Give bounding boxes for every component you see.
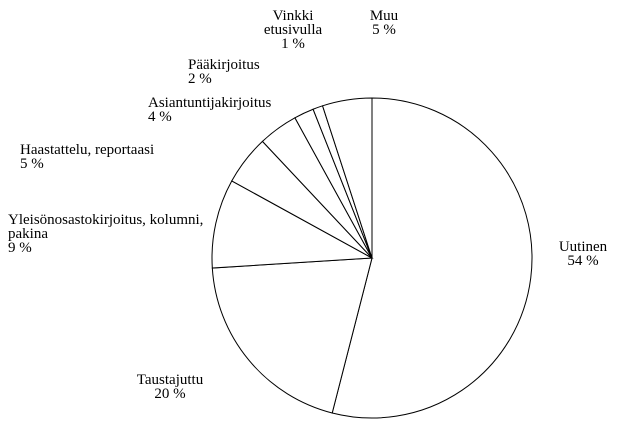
category-name: Asiantuntijakirjoitus	[148, 95, 272, 111]
slice-label: Vinkki etusivulla 1 %	[257, 8, 329, 52]
value-label: 54 %	[567, 253, 599, 269]
value-label: 5 %	[372, 22, 396, 38]
pie-slice	[211, 257, 373, 414]
slice-label: Haastattelu, reportaasi 5 %	[20, 142, 155, 172]
value-label: 20 %	[154, 386, 186, 402]
category-name: Pääkirjoitus	[188, 57, 260, 73]
slice-label: Uutinen 54 %	[553, 239, 613, 269]
value-label: 5 %	[20, 156, 44, 172]
category-name: Uutinen	[558, 239, 608, 255]
category-name: Vinkki etusivulla	[263, 8, 323, 38]
value-label: 9 %	[8, 240, 32, 256]
slice-label: Taustajuttu 20 %	[125, 372, 215, 402]
slice-label: Yleisönosastokirjoitus, kolumni, pakina 9…	[8, 212, 213, 256]
value-label: 2 %	[188, 71, 212, 87]
category-name: Yleisönosastokirjoitus, kolumni, pakina	[8, 212, 204, 242]
slice-label: Pääkirjoitus 2 %	[188, 57, 260, 87]
category-name: Muu	[369, 8, 399, 24]
slice-label: Muu 5 %	[364, 8, 404, 38]
category-name: Taustajuttu	[136, 372, 204, 388]
pie-slice	[211, 180, 374, 269]
slice-label: Asiantuntijakirjoitus 4 %	[148, 95, 272, 125]
pie-slice	[331, 97, 533, 419]
value-label: 1 %	[281, 36, 305, 52]
category-name: Haastattelu, reportaasi	[20, 142, 155, 158]
value-label: 4 %	[148, 109, 172, 125]
pie-slice	[321, 97, 373, 259]
